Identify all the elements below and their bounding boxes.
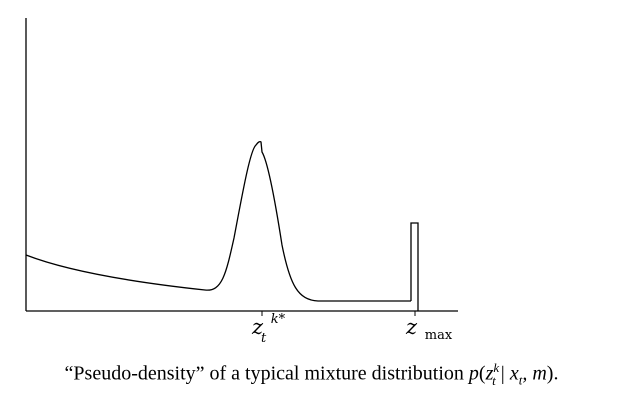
- caption-z: z: [485, 362, 494, 385]
- caption-x: x: [509, 362, 519, 385]
- peak-label-sub: t: [261, 331, 267, 346]
- max-range-spike: [410, 222, 419, 311]
- max-label: z max: [405, 315, 453, 343]
- caption-func: p: [468, 362, 479, 385]
- peak-label-base: z: [251, 315, 264, 339]
- density-curve: [25, 140, 411, 302]
- max-label-base: z: [405, 315, 418, 339]
- max-label-sub: max: [425, 328, 453, 343]
- caption-open-paren: (: [478, 362, 486, 385]
- peak-label: z k* t: [251, 304, 292, 346]
- caption-rest: , m: [522, 362, 547, 385]
- caption-text: “Pseudo-density” of a typical mixture di…: [64, 362, 469, 385]
- mixture-density-diagram: z k* t z max: [25, 18, 458, 346]
- caption-z-sub: t: [492, 372, 496, 388]
- caption-bar: |: [495, 362, 510, 385]
- caption-close: ).: [546, 362, 559, 385]
- caption-x-sub: t: [518, 372, 523, 388]
- peak-label-sup: k*: [271, 312, 286, 327]
- figure-caption: “Pseudo-density” of a typical mixture di…: [0, 360, 623, 389]
- caption-z-sup: k: [493, 360, 500, 375]
